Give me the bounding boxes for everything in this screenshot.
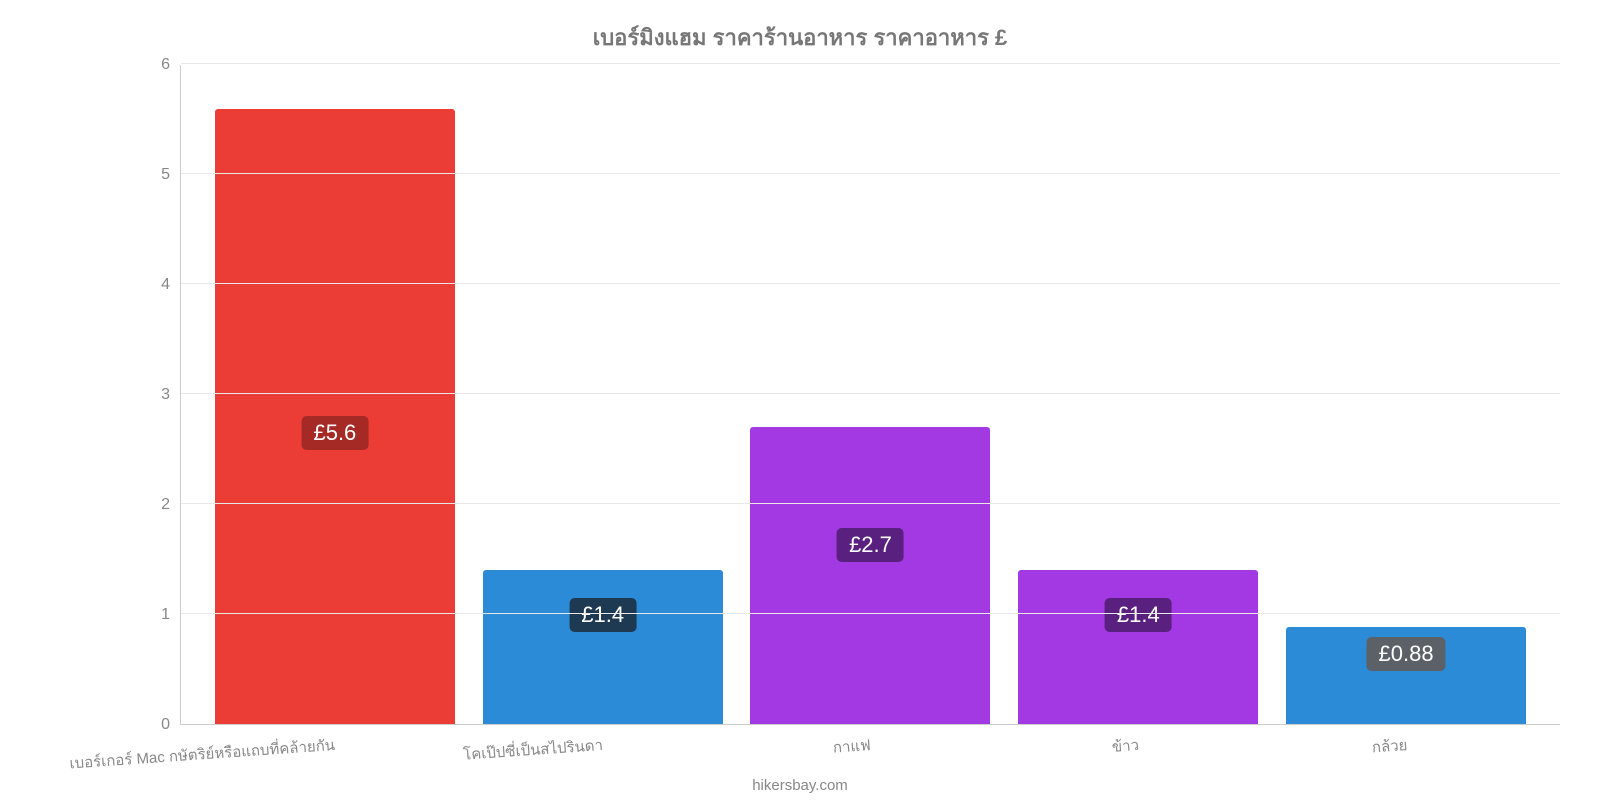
y-tick: 4	[161, 276, 170, 294]
y-tick: 2	[161, 496, 170, 514]
bar-value-label: £5.6	[301, 416, 368, 450]
bar: £5.6	[215, 109, 455, 724]
bar: £1.4	[1018, 570, 1258, 724]
y-axis: 0123456	[40, 65, 180, 725]
gridline	[181, 173, 1560, 174]
gridline	[181, 283, 1560, 284]
bar-value-label: £0.88	[1367, 637, 1446, 671]
x-labels: เบอร์เกอร์ Mac กษัตริย์หรือแถบที่คล้ายกั…	[180, 725, 1560, 765]
plot-wrap: 0123456 £5.6£1.4£2.7£1.4£0.88	[40, 65, 1560, 725]
bars-row: £5.6 £1.4 £2.7 £1.4 £0.88	[181, 65, 1560, 724]
bar: £2.7	[750, 427, 990, 724]
x-axis: เบอร์เกอร์ Mac กษัตริย์หรือแถบที่คล้ายกั…	[40, 725, 1560, 765]
x-label: กาแฟ	[736, 725, 1004, 765]
bar-slot: £0.88	[1272, 65, 1540, 724]
x-label: โคเป๊ปซี่เป็นสไปรินดา	[468, 725, 736, 765]
bar-slot: £5.6	[201, 65, 469, 724]
x-label: กล้วย	[1272, 725, 1540, 765]
x-label: เบอร์เกอร์ Mac กษัตริย์หรือแถบที่คล้ายกั…	[200, 725, 468, 765]
gridline	[181, 613, 1560, 614]
bar-slot: £2.7	[737, 65, 1005, 724]
bar-slot: £1.4	[469, 65, 737, 724]
chart-container: เบอร์มิงแฮม ราคาร้านอาหาร ราคาอาหาร £ 01…	[0, 0, 1600, 800]
gridline	[181, 393, 1560, 394]
plot-area: £5.6 £1.4 £2.7 £1.4 £0.88	[180, 65, 1560, 725]
bar: £1.4	[483, 570, 723, 724]
y-tick: 3	[161, 386, 170, 404]
bar: £0.88	[1286, 627, 1526, 724]
bar-value-label: £1.4	[569, 598, 636, 632]
bar-value-label: £1.4	[1105, 598, 1172, 632]
gridline	[181, 63, 1560, 64]
gridline	[181, 503, 1560, 504]
bar-slot: £1.4	[1004, 65, 1272, 724]
y-tick: 6	[161, 56, 170, 74]
y-tick: 1	[161, 606, 170, 624]
y-tick: 5	[161, 166, 170, 184]
chart-title: เบอร์มิงแฮม ราคาร้านอาหาร ราคาอาหาร £	[40, 20, 1560, 55]
x-label: ข้าว	[1004, 725, 1272, 765]
attribution: hikersbay.com	[0, 777, 1600, 794]
bar-value-label: £2.7	[837, 528, 904, 562]
